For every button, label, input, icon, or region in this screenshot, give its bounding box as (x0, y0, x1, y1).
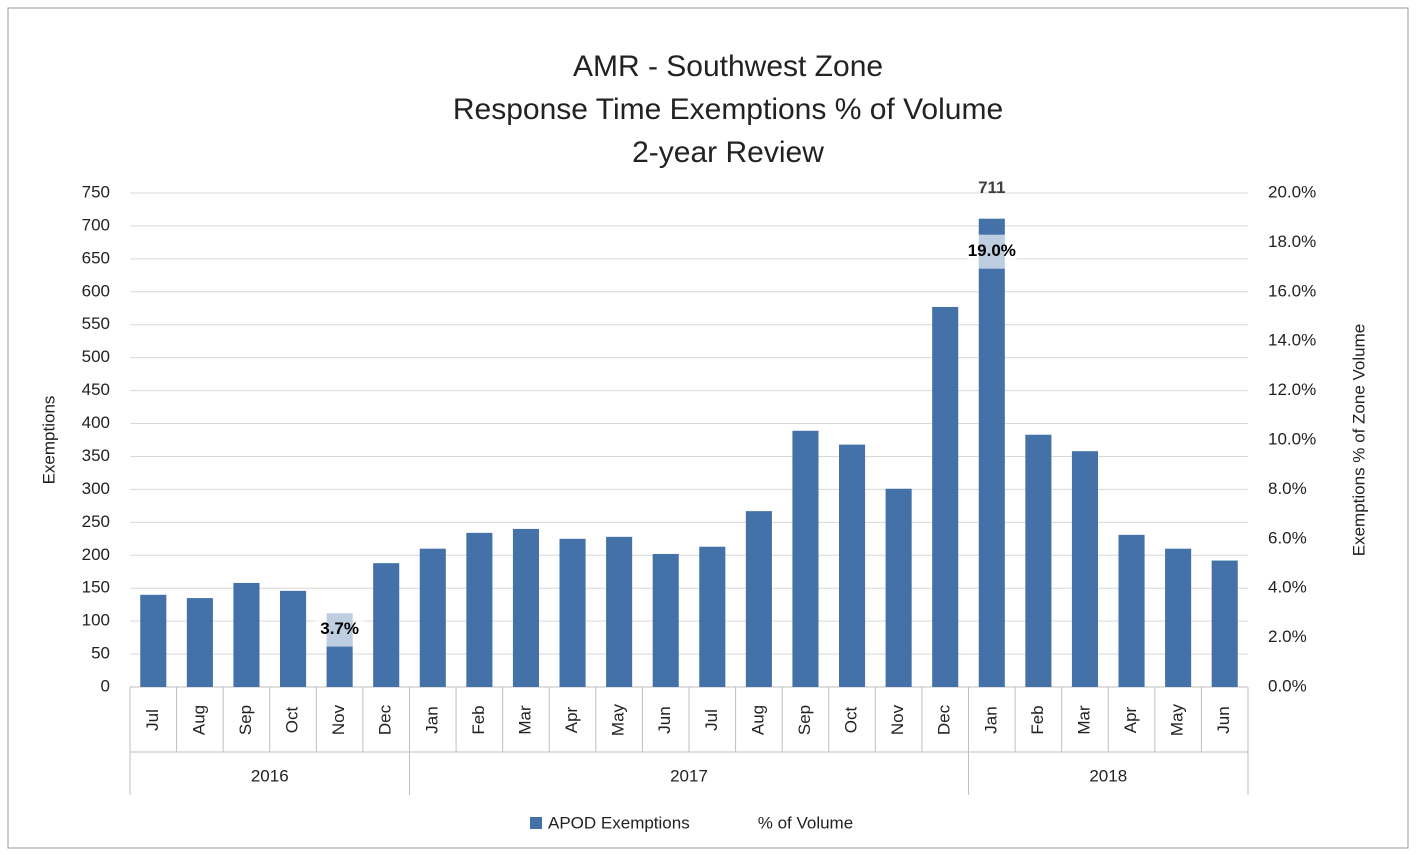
bar (745, 511, 772, 687)
bar (606, 536, 633, 687)
bar (978, 218, 1005, 688)
y-tick-label: 400 (82, 413, 110, 432)
x-tick-label: Mar (515, 705, 534, 735)
data-label: 3.7% (320, 619, 359, 638)
x-tick-label: Dec (935, 704, 954, 735)
bar (838, 444, 866, 687)
chart-border (7, 7, 1409, 849)
x-tick-label: Jan (981, 706, 1000, 733)
x-tick-label: Oct (842, 707, 861, 734)
bar (1165, 548, 1192, 687)
data-label-box (314, 612, 365, 647)
y2-tick-label: 12.0% (1268, 380, 1316, 399)
bar (512, 528, 540, 687)
x-tick-label: Jul (143, 709, 162, 731)
y-tick-label: 350 (82, 446, 110, 465)
y2-tick-label: 20.0% (1268, 182, 1316, 201)
y2-tick-label: 0.0% (1268, 676, 1307, 695)
x-tick-label: Apr (1121, 706, 1140, 733)
group-label: 2018 (1089, 766, 1127, 785)
x-tick-label: Aug (189, 705, 208, 735)
y2-tick-label: 10.0% (1268, 429, 1316, 448)
y-tick-label: 200 (82, 545, 110, 564)
chart-title: 2-year Review (632, 136, 824, 169)
bar (699, 546, 726, 687)
legend-label: % of Volume (758, 813, 853, 832)
bar (1211, 560, 1238, 687)
bar (186, 598, 213, 687)
bar (279, 590, 307, 687)
y2-tick-label: 18.0% (1268, 232, 1316, 251)
x-tick-label: Sep (795, 705, 814, 735)
bar (932, 306, 959, 687)
y-tick-label: 100 (82, 611, 110, 630)
bar (792, 430, 819, 687)
x-tick-label: Dec (376, 704, 395, 735)
data-label: 711 (978, 178, 1005, 197)
y2-axis-title: Exemptions % of Zone Volume (1349, 324, 1368, 556)
y-tick-label: 600 (82, 281, 110, 300)
bar (559, 538, 586, 687)
x-tick-label: Oct (283, 707, 302, 734)
y2-tick-label: 2.0% (1268, 627, 1307, 646)
x-tick-label: May (1168, 703, 1187, 736)
y-tick-label: 50 (91, 644, 110, 663)
y-tick-label: 650 (82, 248, 110, 267)
y-tick-label: 150 (82, 578, 110, 597)
x-tick-label: Feb (1028, 705, 1047, 734)
y-tick-label: 500 (82, 347, 110, 366)
bar (419, 548, 446, 687)
y-tick-label: 450 (82, 380, 110, 399)
chart-title: Response Time Exemptions % of Volume (453, 93, 1003, 126)
x-tick-label: Jun (655, 706, 674, 733)
x-tick-label: Jul (702, 709, 721, 731)
y-tick-label: 300 (82, 479, 110, 498)
bar (1118, 534, 1145, 687)
legend-swatch (530, 817, 542, 829)
bar (1025, 434, 1052, 687)
x-tick-label: Nov (329, 704, 348, 735)
chart-title: AMR - Southwest Zone (573, 50, 883, 83)
x-tick-label: Nov (888, 704, 907, 735)
x-tick-label: Feb (469, 705, 488, 734)
y2-tick-label: 4.0% (1268, 578, 1307, 597)
x-tick-label: Aug (748, 705, 767, 735)
y2-tick-label: 16.0% (1268, 281, 1316, 300)
bar (1071, 451, 1099, 687)
bar (140, 594, 167, 687)
y-tick-label: 550 (82, 314, 110, 333)
x-tick-label: Mar (1074, 705, 1093, 735)
y-tick-label: 700 (82, 215, 110, 234)
y-tick-label: 750 (82, 182, 110, 201)
group-label: 2016 (251, 766, 289, 785)
x-tick-label: Jun (1214, 706, 1233, 733)
y2-tick-label: 6.0% (1268, 528, 1307, 547)
data-label-box (966, 234, 1017, 269)
y2-tick-label: 14.0% (1268, 331, 1316, 350)
x-tick-label: Apr (562, 706, 581, 733)
bar (885, 488, 912, 687)
group-label: 2017 (670, 766, 708, 785)
data-label: 19.0% (968, 241, 1016, 260)
bar (373, 563, 400, 687)
y-tick-label: 0 (101, 676, 110, 695)
y2-tick-label: 8.0% (1268, 479, 1307, 498)
bar (466, 532, 493, 687)
y-tick-label: 250 (82, 512, 110, 531)
bar (233, 582, 260, 687)
bar (652, 553, 679, 687)
y-axis-title: Exemptions (39, 396, 58, 485)
x-tick-label: May (609, 703, 628, 736)
x-tick-label: Sep (236, 705, 255, 735)
legend-label: APOD Exemptions (548, 813, 690, 832)
x-tick-label: Jan (422, 706, 441, 733)
